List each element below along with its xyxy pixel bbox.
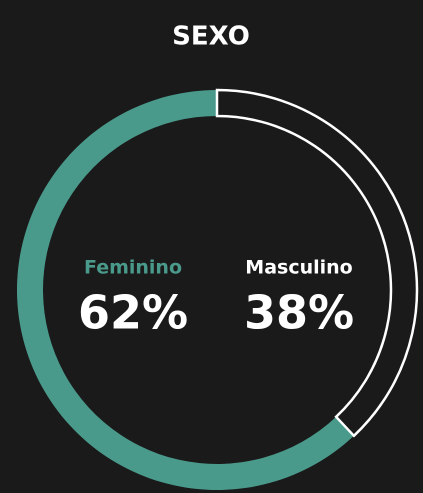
legend-label: Feminino xyxy=(84,257,182,279)
legend-label: Masculino xyxy=(245,257,352,279)
value-label: 62% xyxy=(78,286,188,340)
donut-segment xyxy=(215,88,419,438)
chart-title: SEXO xyxy=(172,22,250,52)
donut-segment xyxy=(16,90,354,491)
value-label: 38% xyxy=(244,286,354,340)
